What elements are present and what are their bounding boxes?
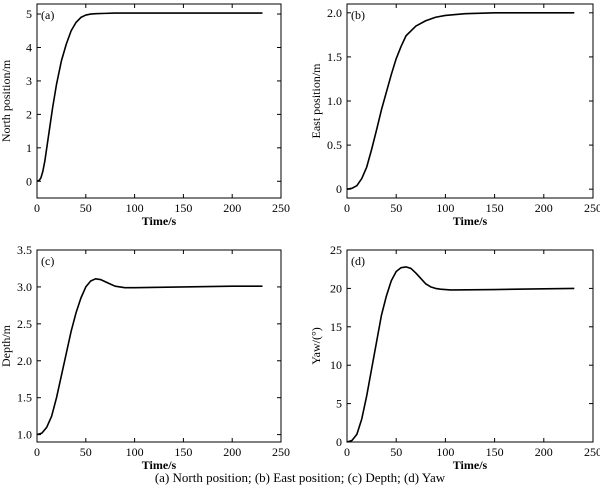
chart-panel-3: 0 50 100 150 200 250 0 5 10 15 20 25 (d) Time/s Yaw/(°… (309, 243, 600, 472)
y-tick-label: 0 (336, 182, 342, 196)
y-tick-label: 2 (26, 107, 32, 121)
x-tick-label: 200 (223, 445, 241, 459)
y-tick-label: 5 (26, 7, 32, 21)
y-tick-label: 2.5 (17, 317, 32, 331)
x-tick-label: 50 (80, 201, 92, 215)
y-tick-label: 5 (336, 397, 342, 411)
y-tick-label: 15 (330, 320, 342, 334)
y-tick-label: 4 (26, 40, 32, 54)
chart-panel-1: 0 50 100 150 200 250 0 0.5 1.0 1.5 2.0 (b) Time/s Eas… (309, 3, 600, 228)
panel-label: (a) (41, 8, 54, 22)
y-tick-label: 0 (26, 174, 32, 188)
y-tick-label: 20 (330, 281, 342, 295)
y-axis-label: Yaw/(°) (309, 327, 323, 365)
x-tick-label: 150 (486, 445, 504, 459)
y-tick-label: 3 (26, 74, 32, 88)
x-tick-label: 100 (126, 201, 144, 215)
y-axis-label: East position/m (309, 63, 323, 139)
y-tick-label: 2.0 (327, 6, 342, 20)
x-tick-label: 100 (436, 201, 454, 215)
y-tick-label: 1.0 (327, 94, 342, 108)
y-tick-label: 3.5 (17, 243, 32, 257)
y-tick-label: 0 (336, 435, 342, 449)
x-tick-label: 200 (535, 201, 553, 215)
x-axis-label: Time/s (453, 458, 488, 472)
x-tick-label: 150 (486, 201, 504, 215)
x-axis-label: Time/s (142, 458, 177, 472)
x-tick-label: 0 (344, 445, 350, 459)
x-tick-label: 250 (584, 201, 600, 215)
x-tick-label: 0 (34, 445, 40, 459)
chart-panel-2: 0 50 100 150 200 250 1.0 1.5 2.0 2.5 3.0 3.5 (c) Time… (0, 243, 290, 472)
chart-panel-0: 0 50 100 150 200 250 0 1 2 3 4 5 (a) Time/s North posi… (0, 3, 290, 228)
x-axis-label: Time/s (142, 214, 177, 228)
x-tick-label: 0 (344, 201, 350, 215)
y-tick-label: 2.0 (17, 354, 32, 368)
x-tick-label: 100 (126, 445, 144, 459)
x-tick-label: 200 (223, 201, 241, 215)
series-line (36, 277, 263, 436)
series-line (36, 12, 263, 183)
panel-label: (b) (351, 8, 365, 22)
figure-caption: (a) North position; (b) East position; (… (154, 470, 446, 485)
plot-frame (36, 3, 282, 199)
x-tick-label: 200 (535, 445, 553, 459)
y-tick-label: 25 (330, 243, 342, 257)
panel-label: (c) (41, 254, 54, 268)
plot-frame (346, 249, 594, 443)
series-line (346, 12, 575, 190)
x-axis-label: Time/s (453, 214, 488, 228)
y-axis-label: Depth/m (0, 324, 13, 367)
y-tick-label: 1.5 (17, 391, 32, 405)
x-tick-label: 0 (34, 201, 40, 215)
x-tick-label: 150 (174, 201, 192, 215)
panel-label: (d) (351, 254, 365, 268)
y-tick-label: 1.0 (17, 428, 32, 442)
y-axis-label: North position/m (0, 59, 13, 142)
x-tick-label: 50 (80, 445, 92, 459)
y-tick-label: 1 (26, 141, 32, 155)
plot-frame (36, 249, 282, 443)
y-tick-label: 3.0 (17, 280, 32, 294)
x-tick-label: 50 (390, 445, 402, 459)
x-tick-label: 100 (436, 445, 454, 459)
x-tick-label: 50 (390, 201, 402, 215)
y-tick-label: 1.5 (327, 50, 342, 64)
y-tick-label: 10 (330, 358, 342, 372)
x-tick-label: 250 (272, 201, 290, 215)
series-line (346, 266, 575, 443)
x-tick-label: 250 (272, 445, 290, 459)
x-tick-label: 250 (584, 445, 600, 459)
x-tick-label: 150 (174, 445, 192, 459)
y-tick-label: 0.5 (327, 138, 342, 152)
